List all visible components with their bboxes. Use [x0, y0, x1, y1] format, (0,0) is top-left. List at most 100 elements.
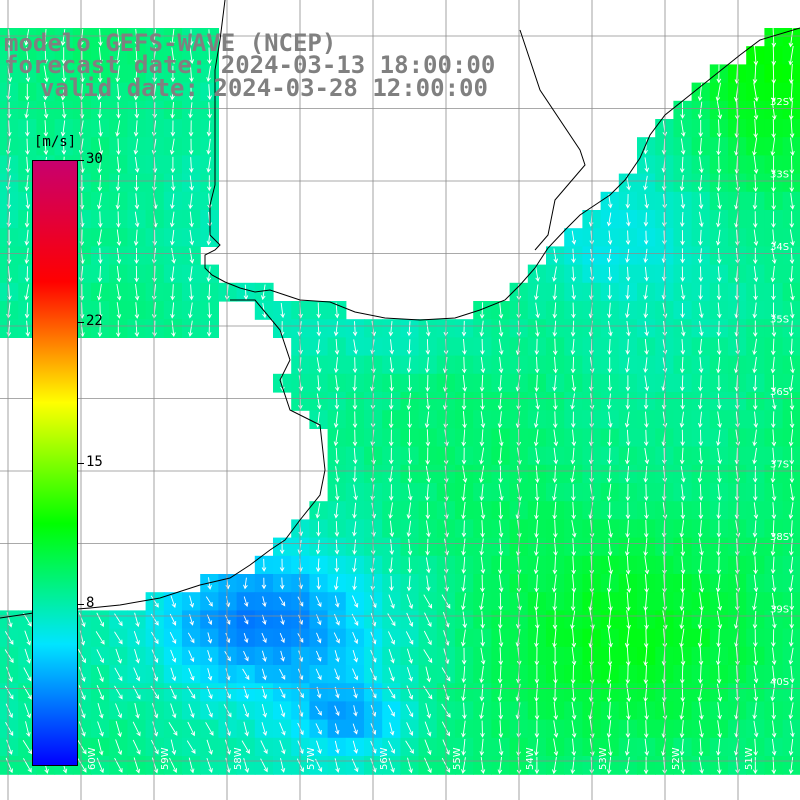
wind-arrow [315, 596, 322, 608]
wind-arrow [644, 338, 649, 355]
wind-arrow [388, 321, 394, 337]
colorbar-tick [78, 463, 84, 464]
wind-arrow [261, 558, 267, 572]
wind-arrow [716, 174, 721, 192]
wind-arrow [169, 29, 175, 47]
wind-arrow [717, 193, 722, 210]
wind-arrow [606, 664, 612, 685]
wind-arrow [352, 539, 357, 555]
wind-arrow [753, 411, 759, 429]
wind-arrow [279, 704, 286, 718]
wind-arrow [480, 574, 485, 593]
wind-arrow [426, 575, 431, 592]
wind-arrow [643, 646, 648, 667]
wind-arrow [553, 538, 558, 557]
wind-arrow [98, 120, 103, 137]
wind-arrow [553, 248, 559, 264]
wind-arrow [407, 484, 413, 501]
wind-arrow [771, 45, 777, 66]
wind-arrow [716, 375, 722, 392]
wind-arrow [351, 595, 359, 608]
wind-arrow [717, 592, 723, 611]
wind-arrow [388, 447, 394, 465]
wind-arrow [716, 156, 722, 174]
wind-arrow [771, 611, 777, 629]
wind-arrow [407, 557, 413, 574]
border-line [519, 29, 586, 251]
wind-arrow [552, 465, 558, 484]
wind-arrow [189, 157, 194, 173]
wind-arrow [644, 321, 649, 337]
wind-arrow [4, 631, 14, 645]
wind-arrow [426, 520, 431, 538]
wind-arrow [480, 411, 486, 429]
wind-arrow [624, 628, 630, 648]
wind-arrow [624, 738, 630, 756]
wind-arrow [771, 192, 777, 211]
wind-arrow [662, 447, 667, 465]
wind-arrow [697, 411, 703, 428]
wind-arrow [570, 610, 576, 630]
wind-arrow [735, 683, 740, 702]
wind-arrow [752, 137, 758, 157]
wind-arrow [789, 118, 795, 139]
wind-arrow [425, 447, 430, 465]
wind-arrow [789, 265, 794, 283]
wind-arrow [170, 193, 175, 210]
wind-arrow [788, 574, 794, 593]
wind-arrow [114, 613, 123, 627]
wind-arrow [753, 247, 758, 265]
wind-arrow [625, 502, 631, 520]
wind-arrow [352, 466, 358, 483]
wind-arrow [789, 684, 794, 702]
wind-arrow [114, 667, 123, 682]
wind-arrow [643, 248, 648, 264]
valid-date: valid date: 2024-03-28 12:00:00 [40, 74, 488, 102]
wind-arrow [571, 484, 576, 502]
wind-arrow [552, 302, 558, 319]
wind-arrow [407, 447, 413, 465]
wind-arrow [607, 338, 612, 355]
wind-arrow [680, 574, 685, 594]
wind-arrow [206, 739, 213, 755]
wind-arrow [116, 101, 121, 119]
wind-arrow [771, 502, 777, 520]
wind-arrow [77, 739, 87, 755]
wind-arrow [606, 574, 612, 593]
wind-arrow [608, 320, 613, 337]
wind-arrow [716, 338, 722, 356]
wind-arrow [753, 720, 759, 738]
wind-arrow [352, 649, 358, 663]
wind-arrow [534, 701, 540, 721]
wind-arrow [534, 738, 539, 757]
wind-arrow [424, 411, 430, 429]
wind-arrow [78, 649, 86, 664]
wind-arrow [151, 649, 159, 664]
wind-arrow [535, 320, 540, 338]
wind-arrow [497, 610, 503, 630]
wind-arrow [534, 628, 539, 648]
wind-arrow [60, 29, 66, 46]
latitude-label: 34S [770, 242, 789, 253]
wind-arrow [771, 629, 776, 648]
wind-arrow [170, 266, 175, 283]
wind-arrow [625, 720, 631, 739]
wind-arrow [552, 628, 557, 648]
wind-arrow [407, 465, 413, 483]
wind-arrow [644, 574, 649, 594]
wind-arrow [680, 484, 686, 501]
wind-arrow [169, 211, 175, 228]
wind-arrow [25, 320, 31, 337]
wind-arrow [624, 538, 630, 557]
wind-arrow [424, 484, 430, 501]
wind-arrow [625, 665, 631, 685]
wind-arrow [752, 302, 758, 319]
wind-arrow [644, 447, 650, 465]
wind-arrow [116, 229, 122, 247]
wind-arrow [23, 685, 32, 700]
wind-arrow [25, 193, 31, 210]
latitude-label: 35S [770, 315, 789, 326]
wind-arrow [535, 610, 540, 630]
wind-arrow [553, 519, 558, 538]
wind-arrow [407, 757, 413, 774]
